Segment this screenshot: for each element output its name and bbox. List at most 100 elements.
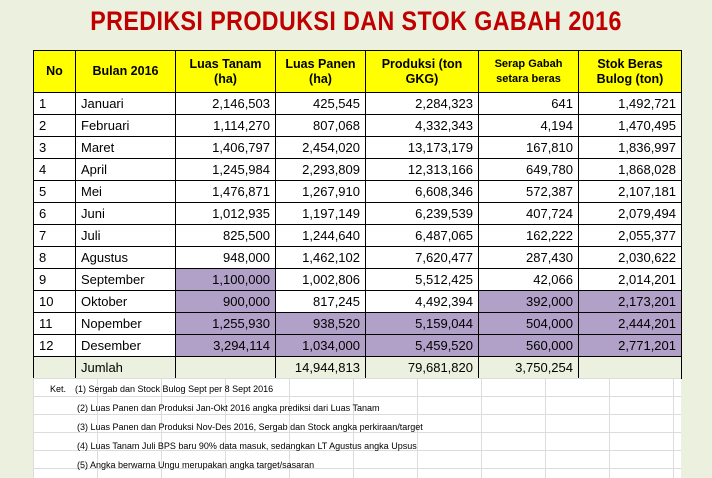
cell: Juli (75, 224, 176, 247)
cell: 2,079,494 (578, 202, 682, 225)
table-row: 9 September 1,100,000 1,002,806 5,512,425 42,… (33, 268, 682, 291)
column-header: Produksi (ton GKG) (365, 50, 479, 93)
cell: Januari (75, 92, 176, 115)
table-row: 1 Januari 2,146,503 425,545 2,284,323 641 1,49… (33, 92, 682, 115)
header-row: No Bulan 2016 Luas Tanam (ha) Luas Panen (h… (33, 50, 682, 93)
cell: 1,002,806 (275, 268, 366, 291)
cell: 938,520 (275, 312, 366, 335)
table-row: 4 April 1,245,984 2,293,809 12,313,166 649,78… (33, 158, 682, 181)
table-row: 7 Juli 825,500 1,244,640 6,487,065 162,222 2,0… (33, 224, 682, 247)
cell (175, 356, 276, 379)
cell: 1 (33, 92, 76, 115)
cell: 5,459,520 (365, 334, 479, 357)
cell: Agustus (75, 246, 176, 269)
cell: 1,197,149 (275, 202, 366, 225)
cell: 1,012,935 (175, 202, 276, 225)
cell: 504,000 (478, 312, 579, 335)
cell: Nopember (75, 312, 176, 335)
total-row: Jumlah 14,944,813 79,681,820 3,750,254 (33, 356, 682, 379)
column-header: Luas Panen (ha) (275, 50, 366, 93)
cell: Mei (75, 180, 176, 203)
cell: 4,194 (478, 114, 579, 137)
cell: 1,836,997 (578, 136, 682, 159)
cell: 3 (33, 136, 76, 159)
table-row: 12 Desember 3,294,114 1,034,000 5,459,520 560… (33, 334, 682, 357)
cell: 42,066 (478, 268, 579, 291)
cell: 4,492,394 (365, 290, 479, 313)
cell: 6,239,539 (365, 202, 479, 225)
cell: 5 (33, 180, 76, 203)
note: (3) Luas Panen dan Produksi Nov-Des 2016… (77, 422, 423, 432)
notes: Ket. (1) Sergab dan Stock Bulog Sept per… (33, 378, 681, 478)
cell: 2 (33, 114, 76, 137)
cell: 5,512,425 (365, 268, 479, 291)
cell: April (75, 158, 176, 181)
table-body: 1 Januari 2,146,503 425,545 2,284,323 641 1,49… (33, 92, 682, 379)
column-header: Stok Beras Bulog (ton) (578, 50, 682, 93)
note: (1) Sergab dan Stock Bulog Sept per 8 Se… (75, 384, 274, 394)
cell: 1,100,000 (175, 268, 276, 291)
cell: 2,454,020 (275, 136, 366, 159)
cell: 1,492,721 (578, 92, 682, 115)
cell: 162,222 (478, 224, 579, 247)
cell: 2,173,201 (578, 290, 682, 313)
cell: 1,476,871 (175, 180, 276, 203)
cell: 3,294,114 (175, 334, 276, 357)
data-table: No Bulan 2016 Luas Tanam (ha) Luas Panen (h… (33, 50, 682, 379)
cell: 2,146,503 (175, 92, 276, 115)
cell: Juni (75, 202, 176, 225)
column-header: Bulan 2016 (75, 50, 176, 93)
cell: 6,608,346 (365, 180, 479, 203)
cell: 2,284,323 (365, 92, 479, 115)
cell: 12,313,166 (365, 158, 479, 181)
cell: 641 (478, 92, 579, 115)
cell: 2,030,622 (578, 246, 682, 269)
cell: 392,000 (478, 290, 579, 313)
cell: 572,387 (478, 180, 579, 203)
cell: 4,332,343 (365, 114, 479, 137)
table-row: 10 Oktober 900,000 817,245 4,492,394 392,000 2… (33, 290, 682, 313)
cell: 10 (33, 290, 76, 313)
table-row: 11 Nopember 1,255,930 938,520 5,159,044 504,0… (33, 312, 682, 335)
notes-label: Ket. (50, 384, 67, 394)
cell: 12 (33, 334, 76, 357)
cell: 807,068 (275, 114, 366, 137)
cell: 2,444,201 (578, 312, 682, 335)
cell: Februari (75, 114, 176, 137)
cell: 2,293,809 (275, 158, 366, 181)
cell: 11 (33, 312, 76, 335)
total-label: Jumlah (75, 356, 176, 379)
cell: 6,487,065 (365, 224, 479, 247)
cell: 1,114,270 (175, 114, 276, 137)
table-row: 8 Agustus 948,000 1,462,102 7,620,477 287,430… (33, 246, 682, 269)
cell: 817,245 (275, 290, 366, 313)
cell: 560,000 (478, 334, 579, 357)
cell: 2,055,377 (578, 224, 682, 247)
cell (33, 356, 76, 379)
title: PREDIKSI PRODUKSI DAN STOK GABAH 2016 (90, 6, 622, 36)
cell: 1,034,000 (275, 334, 366, 357)
cell: 825,500 (175, 224, 276, 247)
table-row: 3 Maret 1,406,797 2,454,020 13,173,179 167,81… (33, 136, 682, 159)
table-row: 6 Juni 1,012,935 1,197,149 6,239,539 407,724 2… (33, 202, 682, 225)
column-header: No (33, 50, 76, 93)
cell: 1,406,797 (175, 136, 276, 159)
table-row: 5 Mei 1,476,871 1,267,910 6,608,346 572,387 2,… (33, 180, 682, 203)
cell: 287,430 (478, 246, 579, 269)
cell: 1,267,910 (275, 180, 366, 203)
column-header: Serap Gabah setara beras (478, 50, 579, 93)
cell: 13,173,179 (365, 136, 479, 159)
cell: 1,470,495 (578, 114, 682, 137)
note: (2) Luas Panen dan Produksi Jan-Okt 2016… (77, 403, 380, 413)
cell: 9 (33, 268, 76, 291)
table-row: 2 Februari 1,114,270 807,068 4,332,343 4,194 1… (33, 114, 682, 137)
cell: 1,868,028 (578, 158, 682, 181)
cell: 948,000 (175, 246, 276, 269)
cell: 7,620,477 (365, 246, 479, 269)
cell: 7 (33, 224, 76, 247)
total-value: 14,944,813 (275, 356, 366, 379)
cell: September (75, 268, 176, 291)
cell: 4 (33, 158, 76, 181)
